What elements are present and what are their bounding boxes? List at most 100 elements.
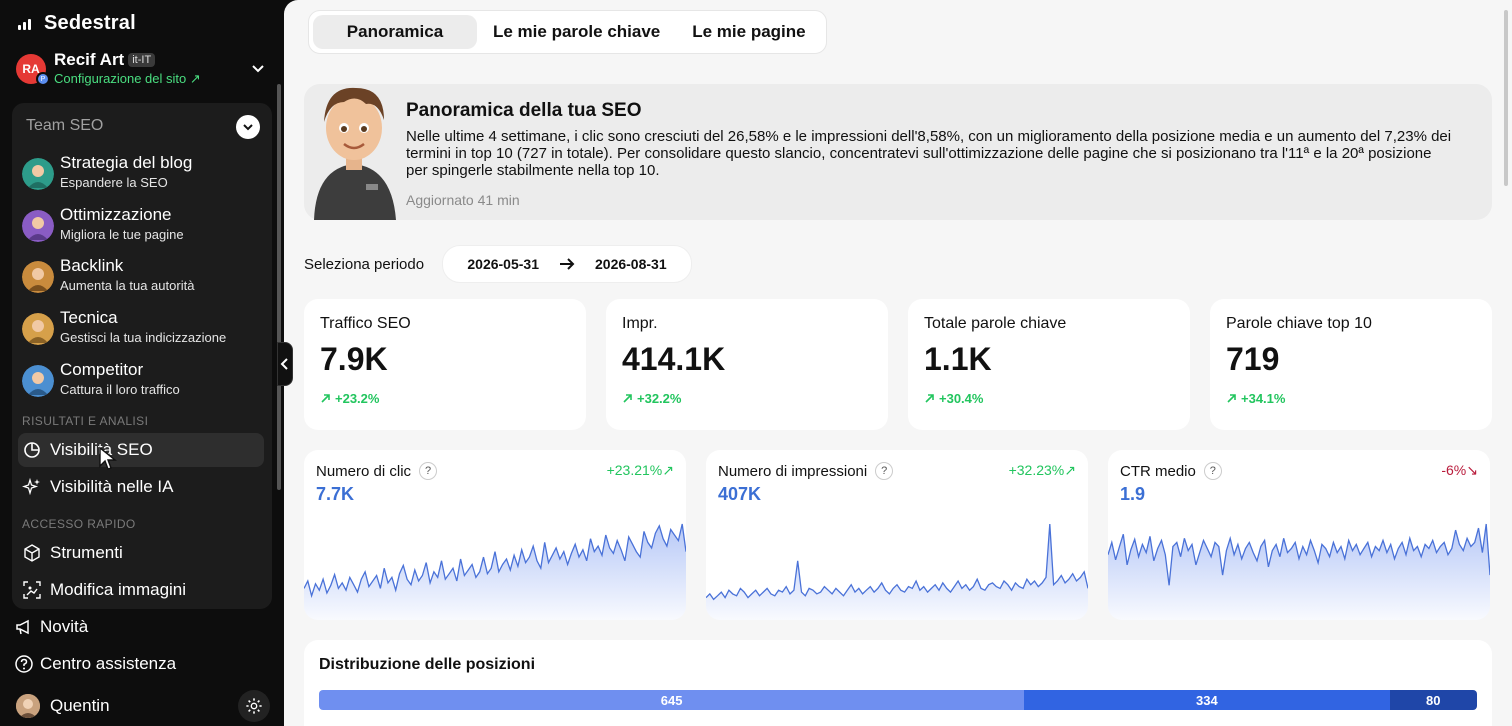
ctr-area-chart	[1108, 523, 1490, 620]
distribution-segment-low[interactable]: 80	[1389, 690, 1477, 710]
kpi-label: Totale parole chiave	[924, 315, 1067, 332]
nav-visibility-ai[interactable]: Visibilità nelle IA	[18, 470, 264, 504]
chart-area-fill	[1108, 524, 1490, 620]
site-config-link[interactable]: Configurazione del sito ↗	[54, 71, 201, 86]
chevron-down-icon[interactable]	[250, 60, 266, 76]
nav-label: Novità	[40, 617, 89, 636]
chart-value: 1.9	[1120, 484, 1146, 504]
seo-overview-card: Panoramica della tua SEO Nelle ultime 4 …	[304, 84, 1492, 220]
arrow-right-icon	[560, 258, 575, 270]
period-selector[interactable]: 2026-05-31 2026-08-31	[442, 245, 692, 283]
kpi-value: 414.1K	[622, 341, 726, 377]
agent-avatar-icon	[22, 313, 54, 345]
agent-subtitle: Gestisci la tua indicizzazione	[60, 330, 227, 345]
agent-subtitle: Cattura il loro traffico	[60, 382, 180, 397]
impressions-area-chart	[706, 523, 1088, 620]
help-icon[interactable]: ?	[419, 462, 438, 480]
agent-title: Competitor	[60, 360, 144, 379]
kpi-change: +32.2%	[622, 391, 681, 406]
nav-help-center[interactable]: Centro assistenza	[14, 654, 176, 674]
locale-badge: it-IT	[128, 53, 156, 67]
arrow-up-right-icon	[925, 394, 934, 403]
chart-value: 7.7K	[316, 484, 355, 504]
kpi-value: 719	[1226, 341, 1280, 377]
kpi-change: +23.2%	[320, 391, 379, 406]
agent-subtitle: Espandere la SEO	[60, 175, 168, 190]
distribution-segment-mid[interactable]: 334	[1024, 690, 1390, 710]
chart-label: CTR medio?	[1120, 462, 1222, 480]
main-scrollbar[interactable]	[1504, 10, 1508, 186]
agent-title: Backlink	[60, 256, 124, 275]
nav-label: Centro assistenza	[40, 654, 177, 673]
tab-overview[interactable]: Panoramica	[313, 15, 477, 49]
period-end[interactable]: 2026-08-31	[595, 256, 667, 272]
chart-value: 407K	[718, 484, 762, 504]
chart-series-line	[304, 523, 686, 599]
collapse-sidebar-button[interactable]	[277, 342, 293, 386]
kpi-change: +34.1%	[1226, 391, 1285, 406]
arrow-up-right-icon	[623, 394, 632, 403]
tab-keywords[interactable]: Le mie parole chiave	[493, 22, 661, 41]
clicks-area-chart	[304, 523, 686, 620]
nav-visibility-seo[interactable]: Visibilità SEO	[18, 433, 264, 467]
user-row[interactable]: Quentin	[16, 690, 270, 722]
chart-card-ctr: CTR medio? 1.9 -6%↘	[1108, 450, 1490, 620]
chart-label: Numero di impressioni?	[718, 462, 894, 480]
team-heading: Team SEO	[26, 117, 104, 134]
pie-chart-icon	[24, 442, 40, 458]
chart-card-impressions: Numero di impressioni? 407K +32.23%↗	[706, 450, 1088, 620]
agent-subtitle: Aumenta la tua autorità	[60, 278, 195, 293]
distribution-segment-top[interactable]: 645	[319, 690, 1025, 710]
overview-updated: Aggiornato 41 min	[406, 192, 520, 208]
agent-blog-strategy[interactable]: Strategia del blog Espandere la SEO	[22, 151, 262, 195]
nav-label: Visibilità nelle IA	[50, 477, 174, 496]
tab-bar: Panoramica Le mie parole chiave Le mie p…	[308, 10, 827, 54]
nav-label: Modifica immagini	[50, 580, 187, 599]
distribution-bar: 645 334 80	[319, 690, 1477, 710]
cube-icon	[24, 544, 40, 562]
user-avatar	[16, 694, 40, 718]
agent-title: Strategia del blog	[60, 153, 193, 172]
sidebar-scrollbar[interactable]	[277, 84, 281, 490]
section-label-quick: ACCESSO RAPIDO	[22, 517, 136, 531]
arrow-up-right-icon	[321, 394, 330, 403]
settings-button[interactable]	[238, 690, 270, 722]
nav-edit-images[interactable]: Modifica immagini	[18, 573, 264, 607]
kpi-top10-keywords: Parole chiave top 10 719 +34.1%	[1210, 299, 1492, 430]
overview-text: Nelle ultime 4 settimane, i clic sono cr…	[406, 128, 1452, 179]
agent-backlink[interactable]: Backlink Aumenta la tua autorità	[22, 254, 262, 298]
brand[interactable]: Sedestral	[16, 12, 136, 35]
nav-news[interactable]: Novità	[14, 617, 88, 637]
chart-area-fill	[304, 524, 686, 620]
kpi-impressions: Impr. 414.1K +32.2%	[606, 299, 888, 430]
agent-optimization[interactable]: Ottimizzazione Migliora le tue pagine	[22, 203, 262, 247]
sparkles-icon	[22, 477, 40, 496]
team-toggle-button[interactable]	[236, 115, 260, 139]
chart-card-clicks: Numero di clic? 7.7K +23.21%↗	[304, 450, 686, 620]
help-icon[interactable]: ?	[1203, 462, 1222, 480]
brand-name: Sedestral	[44, 12, 136, 34]
help-icon[interactable]: ?	[875, 462, 894, 480]
kpi-label: Impr.	[622, 315, 658, 332]
chart-series-line	[1108, 523, 1490, 586]
site-avatar: RA	[16, 54, 46, 84]
mascot-illustration	[314, 87, 396, 220]
section-label-results: RISULTATI E ANALISI	[22, 414, 149, 428]
agent-technical[interactable]: Tecnica Gestisci la tua indicizzazione	[22, 306, 262, 350]
agent-competitor[interactable]: Competitor Cattura il loro traffico	[22, 358, 262, 402]
tab-pages[interactable]: Le mie pagine	[692, 22, 806, 41]
period-start[interactable]: 2026-05-31	[467, 256, 539, 272]
signal-bars-icon	[18, 18, 31, 30]
kpi-value: 7.9K	[320, 341, 388, 377]
nav-tools[interactable]: Strumenti	[18, 536, 264, 570]
agent-subtitle: Migliora le tue pagine	[60, 227, 184, 242]
chart-area-fill	[706, 524, 1088, 620]
site-selector[interactable]: RA P Recif Art it-IT Configurazione del s…	[16, 50, 274, 90]
kpi-change: +30.4%	[924, 391, 983, 406]
overview-title: Panoramica della tua SEO	[406, 100, 642, 121]
agent-avatar-icon	[22, 158, 54, 190]
mouse-cursor-icon	[99, 446, 117, 470]
main-content: Panoramica Le mie parole chiave Le mie p…	[284, 0, 1512, 726]
distribution-title: Distribuzione delle posizioni	[319, 656, 536, 673]
chart-series-line	[706, 523, 1088, 601]
